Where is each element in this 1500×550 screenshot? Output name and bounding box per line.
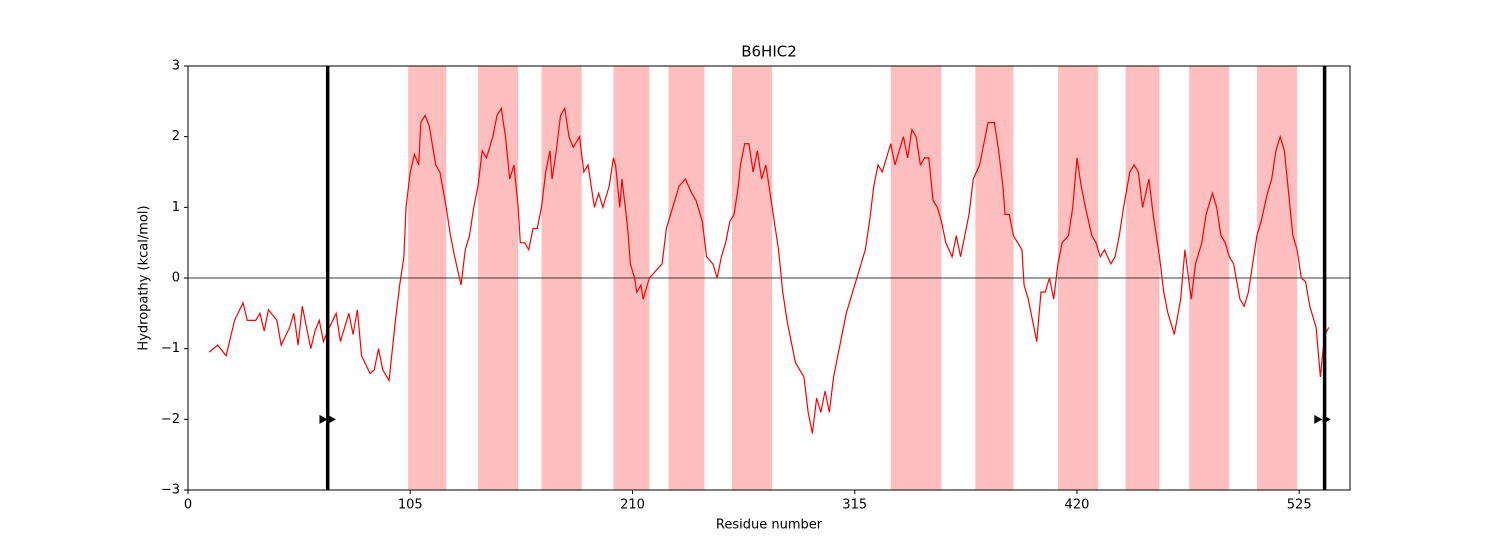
x-tick-label: 210: [620, 498, 645, 513]
x-tick-label: 420: [1065, 498, 1090, 513]
hydropathy-line: [208, 106, 1330, 434]
arrow-marker: [1322, 414, 1331, 424]
y-tick-label: 0: [172, 271, 180, 286]
y-tick-label: −3: [161, 483, 180, 498]
x-tick-label: 525: [1287, 498, 1312, 513]
y-tick-label: −1: [161, 341, 180, 356]
x-axis-label: Residue number: [716, 518, 823, 533]
arrow-marker: [327, 414, 336, 424]
arrow-marker: [1314, 414, 1323, 424]
y-tick-label: 2: [172, 129, 180, 144]
y-tick-label: 1: [172, 200, 180, 215]
x-tick-label: 315: [842, 498, 867, 513]
chart-title: B6HIC2: [741, 43, 797, 61]
y-axis-label: Hydropathy (kcal/mol): [137, 205, 152, 350]
y-tick-label: 3: [172, 59, 180, 74]
x-tick-label: 0: [184, 498, 192, 513]
x-tick-label: 105: [398, 498, 423, 513]
y-tick-label: −2: [161, 412, 180, 427]
arrow-marker: [319, 414, 328, 424]
